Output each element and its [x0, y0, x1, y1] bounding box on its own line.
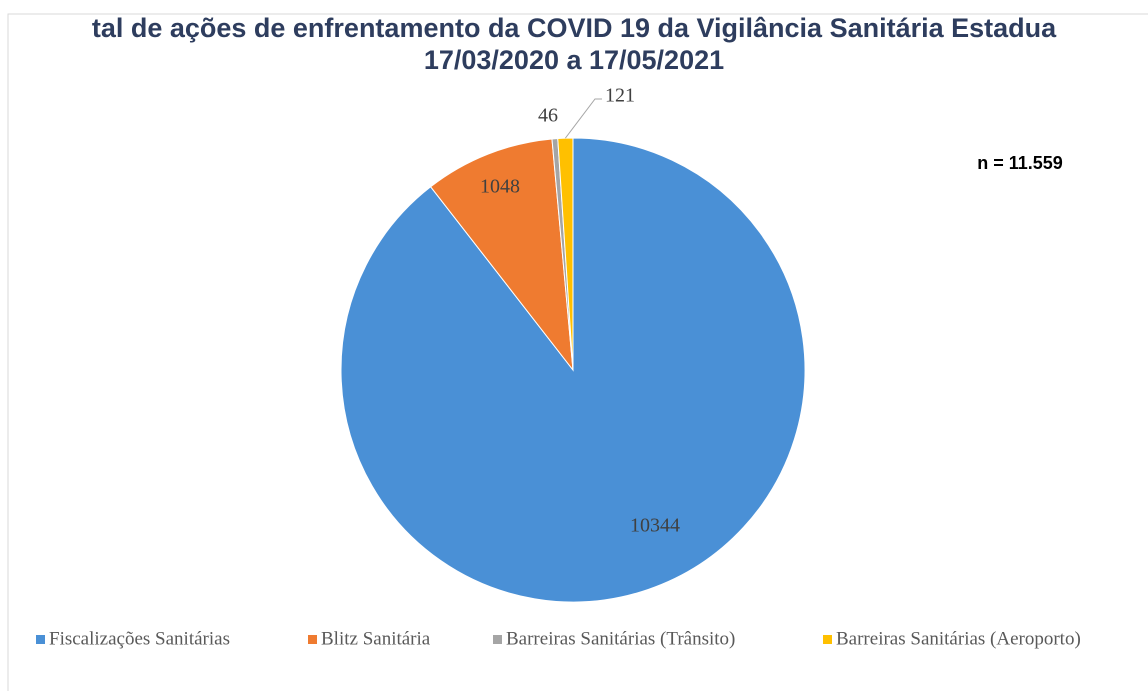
legend-label: Barreiras Sanitárias (Trânsito): [506, 628, 735, 649]
data-label: 1048: [480, 176, 520, 198]
data-label: 10344: [630, 515, 680, 537]
legend-label: Blitz Sanitária: [321, 628, 431, 649]
chart-subtitle: 17/03/2020 a 17/05/2021: [424, 45, 724, 75]
legend-swatch: [308, 635, 317, 644]
chart-border: [7, 13, 1148, 691]
legend-label: Fiscalizações Sanitárias: [49, 628, 230, 649]
chart-title: tal de ações de enfrentamento da COVID 1…: [92, 13, 1057, 43]
annotation: n = 11.559: [977, 153, 1063, 173]
data-label: 46: [538, 105, 558, 127]
legend-swatch: [493, 635, 502, 644]
data-label: 121: [605, 85, 635, 107]
pie-slice: [429, 138, 574, 372]
legend-swatch: [823, 635, 832, 644]
legend-swatch: [36, 635, 45, 644]
pie-slice: [557, 137, 574, 371]
legend-label: Barreiras Sanitárias (Aeroporto): [836, 628, 1081, 649]
leader-line: [564, 98, 602, 139]
